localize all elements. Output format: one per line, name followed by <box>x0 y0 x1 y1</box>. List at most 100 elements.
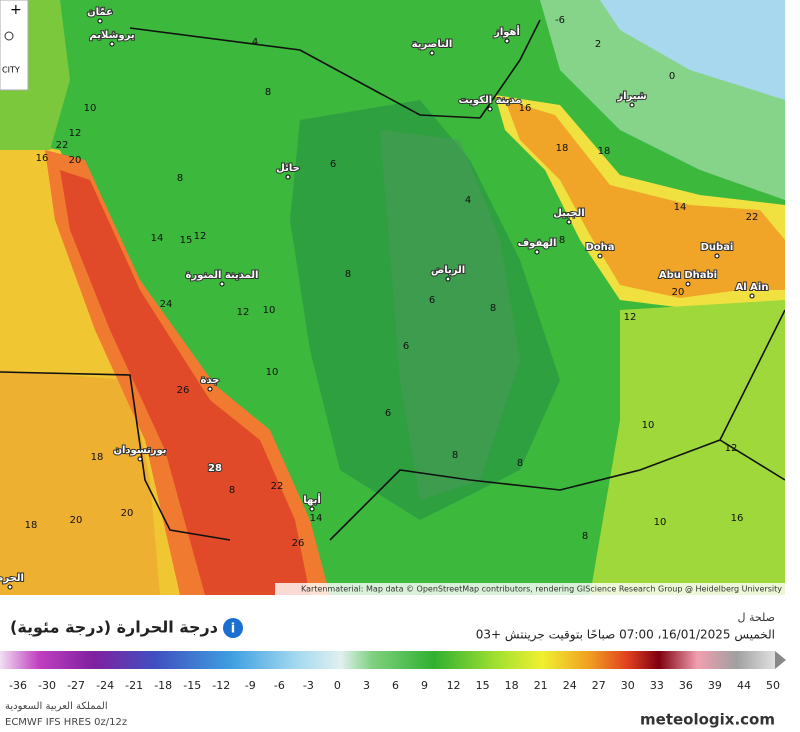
temperature-label: 6 <box>385 408 391 419</box>
temperature-label: 8 <box>517 458 523 469</box>
temperature-label: 18 <box>25 520 38 531</box>
scale-tick-label: -24 <box>96 679 114 692</box>
city-label: Dubai <box>701 242 734 253</box>
temperature-label: 8 <box>452 450 458 461</box>
scale-tick-label: 39 <box>708 679 722 692</box>
temperature-label: 20 <box>70 515 83 526</box>
scale-tick-label: -36 <box>9 679 27 692</box>
brand[interactable]: meteologix.com <box>640 711 775 729</box>
scale-tick-label: -27 <box>67 679 85 692</box>
temperature-label: 14 <box>151 233 164 244</box>
scale-tick-label: 36 <box>679 679 693 692</box>
temperature-label: 22 <box>271 481 284 492</box>
temperature-label: 2 <box>595 39 601 50</box>
region: المملكة العربية السعودية <box>5 701 108 712</box>
temperature-label: 0 <box>669 71 675 82</box>
temperature-label: -6 <box>555 15 565 26</box>
scale-tick-label: 6 <box>392 679 399 692</box>
scale-tick-label: 27 <box>592 679 606 692</box>
map-controls: + CITY <box>0 0 29 91</box>
zoom-in[interactable]: + <box>10 2 22 18</box>
temperature-label: 8 <box>582 531 588 542</box>
city-label: بورتسودان <box>113 445 166 456</box>
temperature-label: 12 <box>69 128 82 139</box>
city-label: الهفوف <box>518 238 557 249</box>
city-dot <box>714 253 720 259</box>
city-dot <box>749 293 755 299</box>
city-dot <box>97 18 103 24</box>
scale-tick-label: 12 <box>447 679 461 692</box>
scale-tick-label: 44 <box>737 679 751 692</box>
city-dot <box>219 281 225 287</box>
temperature-label: 12 <box>725 443 738 454</box>
scale-tick-label: -15 <box>183 679 201 692</box>
scale-tick-label: -30 <box>38 679 56 692</box>
city-label: أبها <box>303 493 321 506</box>
info-icon[interactable] <box>223 618 243 638</box>
map[interactable] <box>0 0 786 595</box>
attribution: Kartenmaterial: Map data © OpenStreetMap… <box>301 585 782 594</box>
model: ECMWF IFS HRES 0z/12z <box>5 717 127 728</box>
temperature-label: 8 <box>345 269 351 280</box>
city-label: مدينة الكويت <box>459 95 522 106</box>
panel-title: درجة الحرارة (درجة مئوية) <box>10 618 218 637</box>
temperature-label: 20 <box>121 508 134 519</box>
temperature-label: 10 <box>654 517 667 528</box>
city-button[interactable]: CITY <box>2 66 20 75</box>
city-label: الناصرية <box>412 39 453 50</box>
city-dot <box>445 276 451 282</box>
city-label: Al Ain <box>736 282 769 293</box>
city-label: الرياض <box>431 265 465 276</box>
city-dot <box>429 50 435 56</box>
city-label: شيراز <box>616 91 646 102</box>
temperature-label: 26 <box>292 538 305 549</box>
zoom-panel <box>0 0 29 91</box>
temperature-label: 20 <box>672 287 685 298</box>
temperature-label: 15 <box>180 235 193 246</box>
city-label: الحرم <box>0 573 24 584</box>
temperature-label: 4 <box>465 195 471 206</box>
scale-tick-label: 24 <box>563 679 577 692</box>
city-label: Doha <box>585 242 614 253</box>
city-label: حائل <box>276 163 300 174</box>
temperature-label: 18 <box>91 452 104 463</box>
city-dot <box>207 386 213 392</box>
temperature-label: 8 <box>265 87 271 98</box>
temperature-label: 10 <box>266 367 279 378</box>
temperature-label: 12 <box>237 307 250 318</box>
city-label: المدينة المنورة <box>186 270 259 281</box>
scale-tick-label: 9 <box>421 679 428 692</box>
city-dot <box>487 106 493 112</box>
temperature-label: 8 <box>490 303 496 314</box>
search-icon[interactable] <box>4 31 14 41</box>
temperature-label: 14 <box>310 513 323 524</box>
temperature-label: 4 <box>252 37 258 48</box>
city-dot <box>597 253 603 259</box>
city-label: عمّان <box>87 7 113 18</box>
scale-tick-label: 50 <box>766 679 780 692</box>
temperature-label: 16 <box>519 103 532 114</box>
scale-tick-label: 0 <box>334 679 341 692</box>
scale-tick-label: 15 <box>476 679 490 692</box>
scale-tick-label: -18 <box>154 679 172 692</box>
scale-tick-label: 3 <box>363 679 370 692</box>
city-dot <box>685 281 691 287</box>
temperature-label: 8 <box>229 485 235 496</box>
temperature-label: 16 <box>731 513 744 524</box>
scale-tick-label: -12 <box>212 679 230 692</box>
city-label: أهواز <box>493 25 520 38</box>
scale-tick-label: 33 <box>650 679 664 692</box>
temperature-label: 22 <box>746 212 759 223</box>
scale-tick-label: 21 <box>534 679 548 692</box>
city-label: Abu Dhabi <box>659 270 717 281</box>
scale-tick-label: 30 <box>621 679 635 692</box>
city-label: جدة <box>201 375 220 386</box>
valid-time: الخميس 16/01/2025، 07:00 صباحًا بتوقيت ج… <box>476 628 775 643</box>
city-dot <box>629 102 635 108</box>
temperature-label: 22 <box>56 140 69 151</box>
temperature-label: 28 <box>208 463 222 474</box>
scale-tick-label: -9 <box>245 679 256 692</box>
color-bar <box>0 651 775 669</box>
attribution-bg <box>275 583 785 595</box>
